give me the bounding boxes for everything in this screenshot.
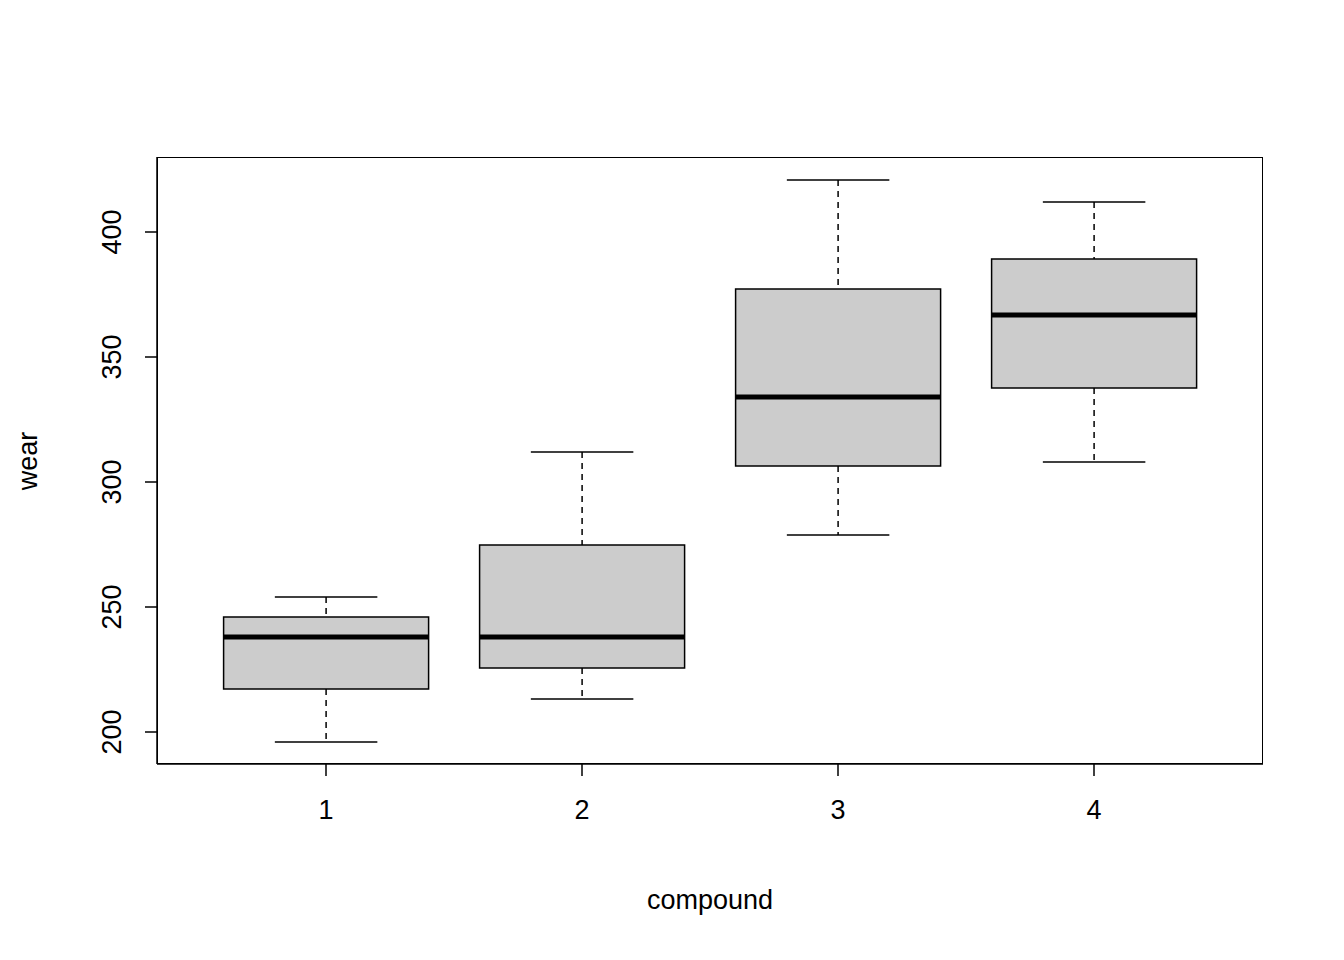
svg-text:200: 200 (97, 709, 127, 754)
svg-text:300: 300 (97, 459, 127, 504)
svg-text:2: 2 (574, 795, 589, 825)
svg-text:250: 250 (97, 584, 127, 629)
html-text:compound: compound (647, 885, 773, 915)
svg-text:3: 3 (830, 795, 845, 825)
svg-text:4: 4 (1086, 795, 1101, 825)
svg-text:400: 400 (97, 209, 127, 254)
svg-text:1: 1 (318, 795, 333, 825)
svg-text:350: 350 (97, 334, 127, 379)
html-text:wear: wear (13, 431, 43, 490)
